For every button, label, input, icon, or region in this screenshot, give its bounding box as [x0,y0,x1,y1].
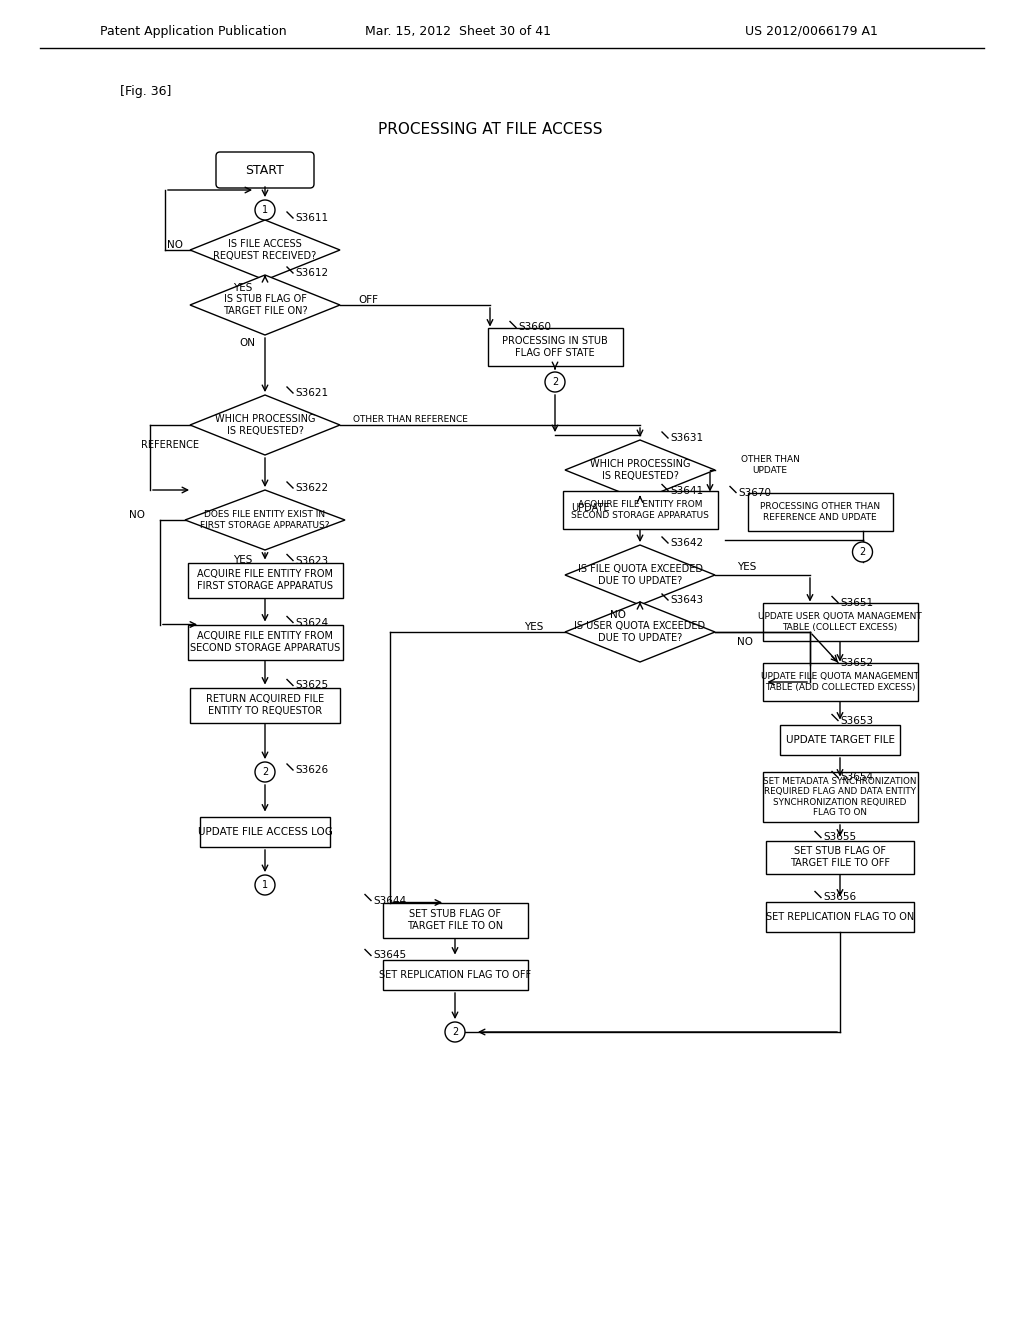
Polygon shape [190,395,340,455]
Text: YES: YES [737,562,757,572]
FancyBboxPatch shape [383,960,527,990]
Text: OTHER THAN
UPDATE: OTHER THAN UPDATE [740,455,800,475]
Text: S3631: S3631 [670,433,703,444]
Text: S3643: S3643 [670,595,703,605]
Text: S3660: S3660 [518,322,551,333]
Text: IS USER QUOTA EXCEEDED
DUE TO UPDATE?: IS USER QUOTA EXCEEDED DUE TO UPDATE? [574,622,706,643]
Text: 1: 1 [262,205,268,215]
Text: S3645: S3645 [373,950,407,961]
Circle shape [255,762,275,781]
Text: S3652: S3652 [840,657,873,668]
Text: ACQUIRE FILE ENTITY FROM
SECOND STORAGE APPARATUS: ACQUIRE FILE ENTITY FROM SECOND STORAGE … [571,500,709,520]
FancyBboxPatch shape [187,562,342,598]
Text: S3653: S3653 [840,715,873,726]
Text: OFF: OFF [358,294,378,305]
Circle shape [255,875,275,895]
Text: WHICH PROCESSING
IS REQUESTED?: WHICH PROCESSING IS REQUESTED? [215,414,315,436]
Text: ACQUIRE FILE ENTITY FROM
FIRST STORAGE APPARATUS: ACQUIRE FILE ENTITY FROM FIRST STORAGE A… [197,569,333,591]
Text: NO: NO [167,240,183,249]
Text: US 2012/0066179 A1: US 2012/0066179 A1 [745,25,878,38]
Text: IS STUB FLAG OF
TARGET FILE ON?: IS STUB FLAG OF TARGET FILE ON? [222,294,307,315]
Text: 2: 2 [262,767,268,777]
Circle shape [445,1022,465,1041]
Text: IS FILE ACCESS
REQUEST RECEIVED?: IS FILE ACCESS REQUEST RECEIVED? [213,239,316,261]
Text: IS FILE QUOTA EXCEEDED
DUE TO UPDATE?: IS FILE QUOTA EXCEEDED DUE TO UPDATE? [578,564,702,586]
Text: S3655: S3655 [823,833,856,842]
Text: S3656: S3656 [823,892,856,903]
FancyBboxPatch shape [383,903,527,937]
Text: UPDATE USER QUOTA MANAGEMENT
TABLE (COLLECT EXCESS): UPDATE USER QUOTA MANAGEMENT TABLE (COLL… [758,612,922,632]
FancyBboxPatch shape [190,688,340,722]
Text: 2: 2 [859,546,865,557]
FancyBboxPatch shape [187,624,342,660]
Text: 1: 1 [262,880,268,890]
Text: 2: 2 [552,378,558,387]
Text: ON: ON [239,338,255,348]
Text: Mar. 15, 2012  Sheet 30 of 41: Mar. 15, 2012 Sheet 30 of 41 [365,25,551,38]
FancyBboxPatch shape [763,663,918,701]
FancyBboxPatch shape [766,841,914,874]
Text: 2: 2 [452,1027,458,1038]
Text: YES: YES [523,622,543,632]
Text: S3611: S3611 [295,213,328,223]
Text: NO: NO [737,638,753,647]
Text: S3670: S3670 [738,487,771,498]
FancyBboxPatch shape [748,492,893,531]
Circle shape [853,543,872,562]
Polygon shape [565,440,715,500]
Text: S3642: S3642 [670,539,703,548]
Polygon shape [185,490,345,550]
Text: UPDATE: UPDATE [570,503,609,513]
Text: WHICH PROCESSING
IS REQUESTED?: WHICH PROCESSING IS REQUESTED? [590,459,690,480]
FancyBboxPatch shape [200,817,330,847]
Text: SET REPLICATION FLAG TO ON: SET REPLICATION FLAG TO ON [766,912,914,921]
Polygon shape [190,220,340,280]
Text: START: START [246,164,285,177]
Text: UPDATE TARGET FILE: UPDATE TARGET FILE [785,735,895,744]
FancyBboxPatch shape [763,603,918,642]
Text: YES: YES [233,282,253,293]
Text: SET METADATA SYNCHRONIZATION
REQUIRED FLAG AND DATA ENTITY
SYNCHRONIZATION REQUI: SET METADATA SYNCHRONIZATION REQUIRED FL… [763,777,916,817]
Text: S3622: S3622 [295,483,328,492]
Text: S3623: S3623 [295,556,328,565]
Text: RETURN ACQUIRED FILE
ENTITY TO REQUESTOR: RETURN ACQUIRED FILE ENTITY TO REQUESTOR [206,694,324,715]
Text: NO: NO [610,610,626,620]
Text: PROCESSING AT FILE ACCESS: PROCESSING AT FILE ACCESS [378,123,602,137]
Text: [Fig. 36]: [Fig. 36] [120,86,171,99]
Text: SET STUB FLAG OF
TARGET FILE TO ON: SET STUB FLAG OF TARGET FILE TO ON [407,909,503,931]
Text: PROCESSING IN STUB
FLAG OFF STATE: PROCESSING IN STUB FLAG OFF STATE [502,337,608,358]
FancyBboxPatch shape [487,327,623,366]
Text: DOES FILE ENTITY EXIST IN
FIRST STORAGE APPARATUS?: DOES FILE ENTITY EXIST IN FIRST STORAGE … [201,511,330,529]
Text: S3612: S3612 [295,268,328,279]
Text: SET STUB FLAG OF
TARGET FILE TO OFF: SET STUB FLAG OF TARGET FILE TO OFF [790,846,890,867]
Polygon shape [565,602,715,663]
Text: NO: NO [129,510,145,520]
Text: S3624: S3624 [295,618,328,627]
FancyBboxPatch shape [763,772,918,822]
Text: UPDATE FILE ACCESS LOG: UPDATE FILE ACCESS LOG [198,828,333,837]
Text: S3621: S3621 [295,388,328,399]
Text: S3651: S3651 [840,598,873,607]
Text: YES: YES [233,554,253,565]
Text: REFERENCE: REFERENCE [141,440,199,450]
Polygon shape [190,275,340,335]
FancyBboxPatch shape [562,491,718,529]
Text: S3625: S3625 [295,681,328,690]
Text: UPDATE FILE QUOTA MANAGEMENT
TABLE (ADD COLLECTED EXCESS): UPDATE FILE QUOTA MANAGEMENT TABLE (ADD … [761,672,919,692]
Circle shape [545,372,565,392]
Text: S3654: S3654 [840,772,873,783]
FancyBboxPatch shape [780,725,900,755]
Text: Patent Application Publication: Patent Application Publication [100,25,287,38]
Text: OTHER THAN REFERENCE: OTHER THAN REFERENCE [352,414,467,424]
Text: S3626: S3626 [295,766,328,775]
Text: ACQUIRE FILE ENTITY FROM
SECOND STORAGE APPARATUS: ACQUIRE FILE ENTITY FROM SECOND STORAGE … [189,631,340,653]
Text: S3641: S3641 [670,486,703,495]
Circle shape [255,201,275,220]
Polygon shape [565,545,715,605]
Text: S3644: S3644 [373,895,407,906]
FancyBboxPatch shape [216,152,314,187]
FancyBboxPatch shape [766,902,914,932]
Text: PROCESSING OTHER THAN
REFERENCE AND UPDATE: PROCESSING OTHER THAN REFERENCE AND UPDA… [760,503,880,521]
Text: SET REPLICATION FLAG TO OFF: SET REPLICATION FLAG TO OFF [379,970,531,979]
